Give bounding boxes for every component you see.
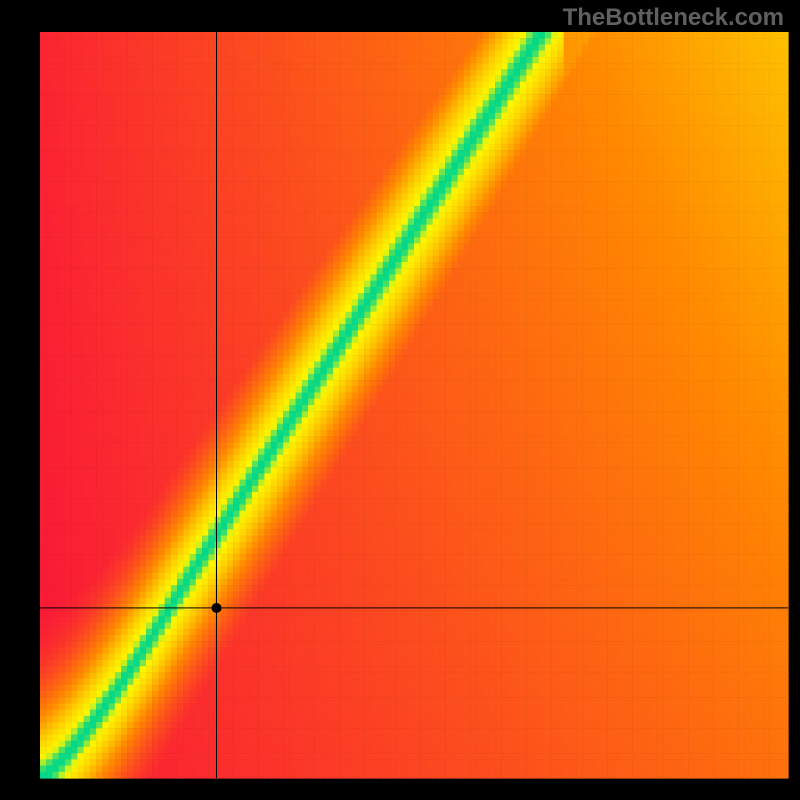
root: TheBottleneck.com bbox=[0, 0, 800, 800]
watermark-text: TheBottleneck.com bbox=[563, 4, 784, 32]
bottleneck-heatmap bbox=[0, 0, 800, 800]
